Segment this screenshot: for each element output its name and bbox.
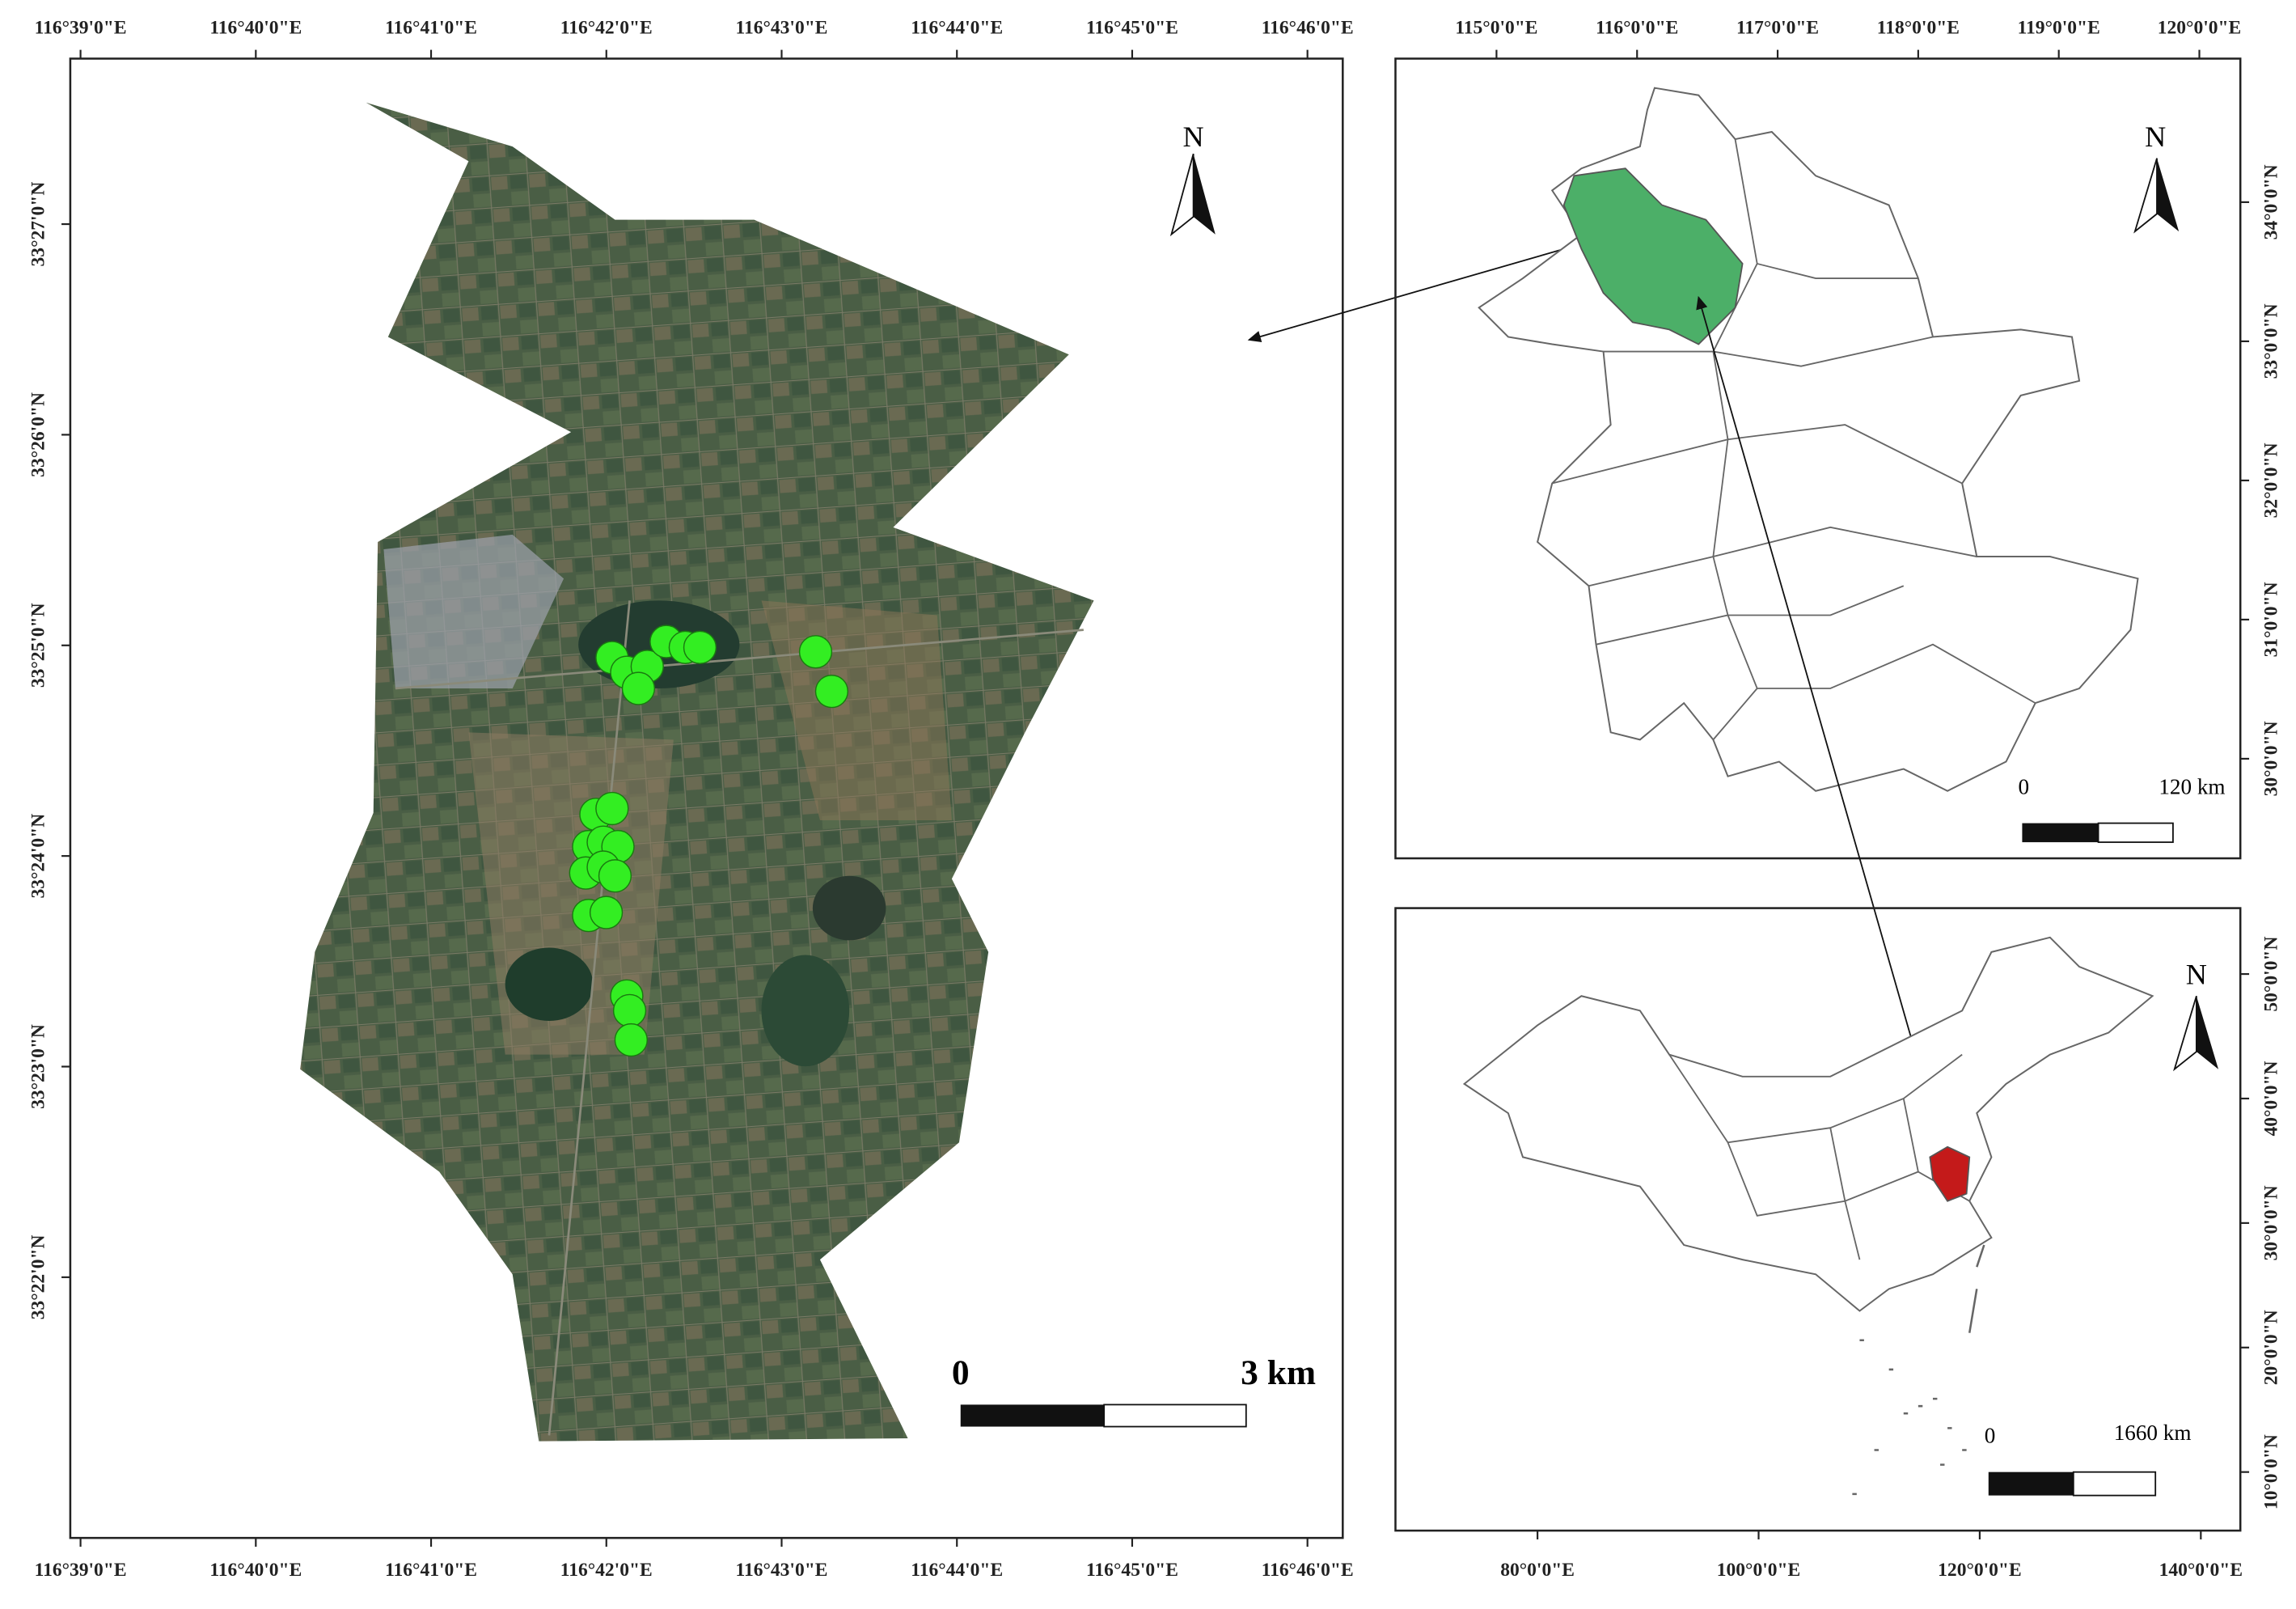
islands [1852,1244,1985,1496]
arrow-half [2133,158,2158,234]
scale-white [1103,1404,1247,1428]
tick-label: 116°43'0"E [736,1560,828,1581]
north-arrow: N [2173,959,2219,1072]
tick-label: 116°0'0"E [1596,18,1678,39]
tick-label: 33°26'0"N [27,392,49,477]
sample-point [589,896,624,929]
tick-label: 100°0'0"E [1717,1560,1800,1581]
tick-label: 118°0'0"E [1877,18,1960,39]
sample-point [683,630,717,664]
tick-label: 116°42'0"E [560,18,653,39]
china-frame [1394,907,2242,1532]
water [761,955,850,1067]
water [505,947,594,1022]
tick-label: 117°0'0"E [1736,18,1819,39]
tick-label: 116°39'0"E [35,1560,127,1581]
north-arrow: N [1169,121,1216,237]
tick-label: 116°41'0"E [385,18,477,39]
tick-label: 120°0'0"E [1938,1560,2021,1581]
north-label: N [2145,121,2166,153]
tick-label: 30°0'0"N [2260,721,2281,796]
arrow-half [2173,995,2197,1072]
tick-label: 20°0'0"N [2260,1310,2281,1385]
tick-label: 10°0'0"N [2260,1434,2281,1509]
tick-label: 116°41'0"E [385,1560,477,1581]
tick-label: 116°46'0"E [1262,1560,1354,1581]
scale-end: 3 km [1241,1353,1316,1392]
sample-points [569,625,849,1057]
image-area [300,102,1094,1442]
tick-label: 30°0'0"N [2260,1185,2281,1260]
arrow-half [2196,996,2219,1069]
scale-bar: 0 3 km [952,1353,1316,1428]
tick-label: 80°0'0"E [1500,1560,1575,1581]
tick-label: 34°0'0"N [2260,164,2281,239]
arrow-half [1193,154,1216,235]
tick-label: 140°0'0"E [2159,1560,2243,1581]
country-outline [1462,936,2154,1312]
arrow-half [1169,153,1195,237]
satellite-image [300,102,1094,1442]
tick-label: 116°44'0"E [911,18,1003,39]
sample-point [612,993,647,1027]
north-arrow: N [2133,121,2180,234]
water [812,875,886,941]
graticule-ticks: 116°39'0"E 116°40'0"E 116°41'0"E 116°42'0"E… [27,18,2281,1581]
tick-label: 116°43'0"E [736,18,828,39]
tick-label: 50°0'0"N [2260,937,2281,1012]
scale-white [2072,1471,2157,1497]
tick-label: 33°24'0"N [27,814,49,899]
tick-label: 33°23'0"N [27,1024,49,1109]
tick-label: 116°40'0"E [209,1560,302,1581]
tick-label: 33°27'0"N [27,182,49,267]
sample-point [814,674,849,709]
sample-point [614,1023,649,1057]
tick-label: 120°0'0"E [2158,18,2241,39]
main-frame [69,57,1344,1539]
anhui-highlight [1929,1145,1971,1202]
arrow-half [2156,158,2180,232]
sample-point [595,791,629,826]
tick-label: 116°44'0"E [911,1560,1003,1581]
scale-bar: 0 120 km [2018,774,2226,844]
tick-label: 116°45'0"E [1086,18,1178,39]
tick-label: 40°0'0"N [2260,1061,2281,1136]
tick-label: 116°45'0"E [1086,1560,1178,1581]
scale-black [2022,823,2099,843]
tick-label: 33°25'0"N [27,603,49,688]
scale-black [1988,1471,2074,1496]
sample-point [621,671,656,705]
road [395,600,1084,1436]
scale-end: 1660 km [2114,1421,2192,1445]
scale-start: 0 [1985,1423,1996,1447]
scale-start: 0 [952,1353,970,1392]
locator-arrow [1696,295,1948,1165]
town [383,534,564,689]
province-lines [1668,1053,1970,1260]
tick-label: 115°0'0"E [1455,18,1537,39]
north-label: N [1183,121,1204,153]
scale-black [960,1404,1105,1427]
tick-label: 33°0'0"N [2260,303,2281,379]
sample-point [798,635,833,669]
sample-point [598,859,632,893]
tick-label: 119°0'0"E [2018,18,2100,39]
scale-start: 0 [2018,774,2029,798]
tick-label: 116°40'0"E [209,18,302,39]
tick-label: 116°46'0"E [1262,18,1354,39]
tick-label: 31°0'0"N [2260,582,2281,657]
tick-label: 33°22'0"N [27,1234,49,1319]
province-frame [1394,57,2242,860]
tick-label: 116°39'0"E [35,18,127,39]
north-label: N [2186,959,2207,991]
scale-bar: 0 1660 km [1985,1421,2192,1497]
scale-end: 120 km [2159,774,2225,798]
district-lines [1552,138,2036,740]
tick-label: 116°42'0"E [560,1560,653,1581]
tick-label: 32°0'0"N [2260,442,2281,518]
scale-white [2097,822,2174,844]
